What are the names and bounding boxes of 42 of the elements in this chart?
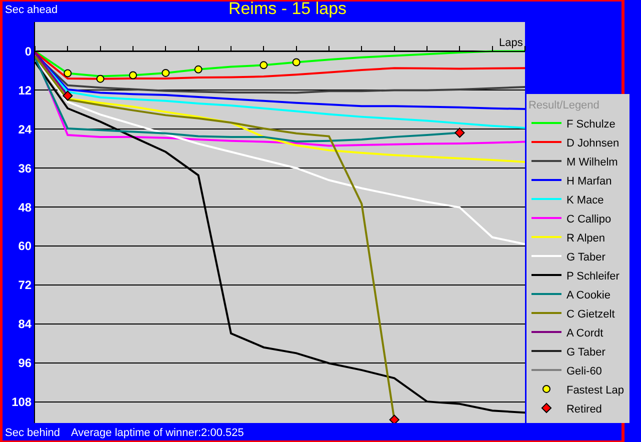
point xyxy=(62,90,73,101)
legend-label: Geli-60 xyxy=(566,365,602,378)
y-tick-label: 96 xyxy=(18,356,32,370)
legend-label: A Cookie xyxy=(566,289,610,302)
point xyxy=(454,128,465,138)
y-tick-label: 84 xyxy=(18,317,32,332)
legend-label: C Gietzelt xyxy=(566,308,615,320)
point xyxy=(129,71,137,80)
legend-label: G Taber xyxy=(566,251,606,264)
point xyxy=(64,69,72,78)
legend-label: C Callipo xyxy=(566,213,612,226)
y-tick-label: 24 xyxy=(18,122,32,136)
y-tick-label: 72 xyxy=(18,278,32,292)
legend-label: R Alpen xyxy=(566,232,605,244)
y-tick-label: 36 xyxy=(18,161,32,176)
legend-label: Retired xyxy=(566,403,602,416)
chart-title: Reims - 15 laps xyxy=(228,0,347,18)
text: Sec ahead xyxy=(5,4,58,16)
legend-label: K Mace xyxy=(566,194,604,206)
point xyxy=(194,65,202,74)
legend-label: D Johnsen xyxy=(566,137,620,150)
legend-label: H Marfan xyxy=(566,175,612,188)
text: Average laptime of winner:2:00.525 xyxy=(71,427,244,439)
legend-label: F Schulze xyxy=(566,118,616,130)
point xyxy=(292,58,300,66)
y-tick-label: 108 xyxy=(12,395,32,410)
y-tick-label: 48 xyxy=(18,200,32,214)
y-tick-label: 60 xyxy=(18,239,32,254)
point xyxy=(389,414,400,423)
y-tick-label: 0 xyxy=(24,44,32,58)
point xyxy=(162,68,170,77)
legend-label: P Schleifer xyxy=(566,270,620,282)
text: Sec behind xyxy=(5,427,60,439)
point xyxy=(260,61,268,70)
y-tick-label: 12 xyxy=(18,83,32,98)
legend-label: A Cordt xyxy=(566,327,604,340)
x-axis-title: Laps xyxy=(499,37,524,49)
legend-label: G Taber xyxy=(566,346,606,358)
legend-label: M Wilhelm xyxy=(566,156,618,168)
point xyxy=(96,74,104,83)
legend-title: Result/Legend xyxy=(528,99,600,112)
legend-label: Fastest Lap xyxy=(566,384,624,396)
